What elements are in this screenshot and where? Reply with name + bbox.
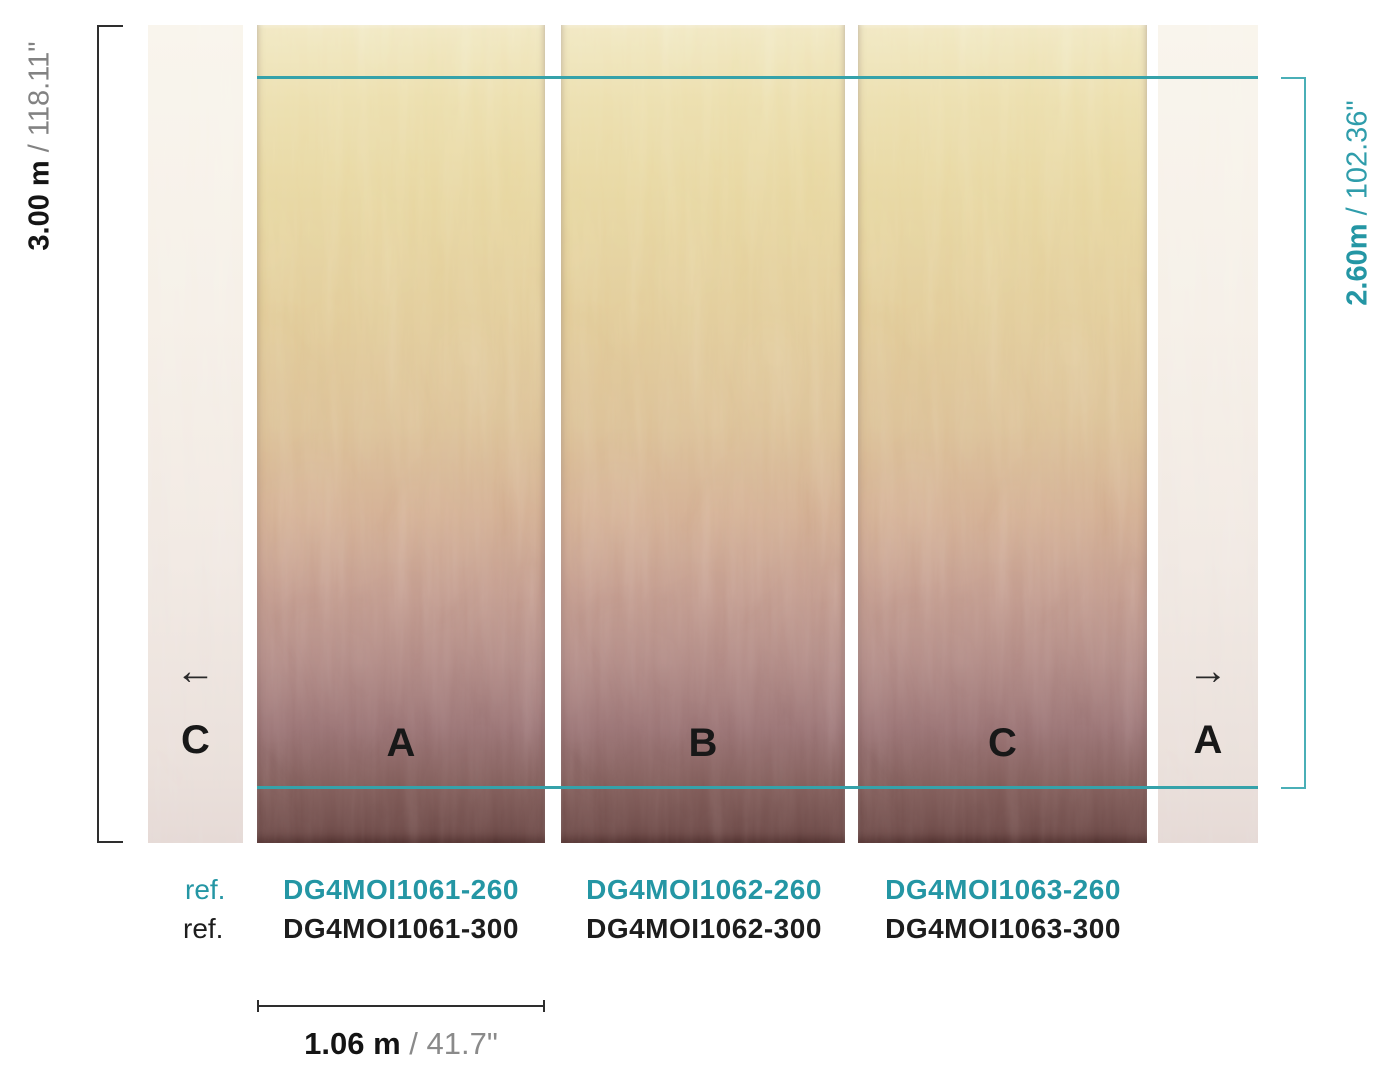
ref-code-1061-260: DG4MOI1061-260 bbox=[283, 874, 519, 905]
full-height-bracket-line bbox=[97, 25, 99, 843]
ref-code-1062-260: DG4MOI1062-260 bbox=[586, 874, 822, 905]
panel-width-imperial: / 41.7" bbox=[400, 1026, 498, 1061]
panel-label-left-partial: C bbox=[181, 718, 210, 762]
ref-prefix-260: ref. bbox=[185, 874, 226, 905]
panel-width-measure-line bbox=[257, 1005, 545, 1007]
full-height-imperial: / 118.11" bbox=[23, 41, 56, 161]
panel-b: B bbox=[561, 25, 845, 843]
left-arrow-icon: ← bbox=[175, 649, 216, 693]
trim-height-bracket-bottom-foot bbox=[1281, 787, 1306, 789]
full-height-dimension-label: 3.00 m / 118.11" bbox=[23, 41, 56, 251]
trim-top-cut-line bbox=[257, 76, 1258, 79]
panel-right-partial: → A bbox=[1158, 25, 1258, 843]
panel-left-partial: ← C bbox=[148, 25, 243, 843]
panel-a: A bbox=[257, 25, 545, 843]
panel-label-b: B bbox=[688, 721, 718, 765]
wood-grain-texture bbox=[1158, 25, 1258, 843]
wood-grain-texture bbox=[148, 25, 243, 843]
trim-bottom-cut-line bbox=[257, 786, 1258, 789]
trim-height-imperial: / 102.36" bbox=[1341, 100, 1374, 224]
ref-code-1062-300: DG4MOI1062-300 bbox=[586, 913, 822, 944]
trim-height-metric: 2.60m bbox=[1341, 223, 1374, 306]
wood-grain-texture bbox=[561, 25, 845, 843]
measure-tick-right bbox=[543, 1000, 545, 1012]
panel-c: C bbox=[858, 25, 1147, 843]
right-arrow-icon: → bbox=[1188, 649, 1228, 693]
full-height-bracket-bottom-foot bbox=[97, 841, 123, 843]
wood-grain-texture bbox=[257, 25, 545, 843]
panel-width-metric: 1.06 m bbox=[304, 1026, 401, 1061]
ref-code-1063-260: DG4MOI1063-260 bbox=[885, 874, 1121, 905]
ref-prefix-300: ref. bbox=[183, 913, 224, 944]
wood-grain-texture bbox=[858, 25, 1147, 843]
panel-label-c: C bbox=[988, 721, 1017, 765]
ref-code-1061-300: DG4MOI1061-300 bbox=[283, 913, 519, 944]
full-height-bracket-top-foot bbox=[97, 25, 123, 27]
trim-height-bracket-line bbox=[1304, 77, 1306, 789]
ref-code-1063-300: DG4MOI1063-300 bbox=[885, 913, 1121, 944]
measure-tick-left bbox=[257, 1000, 259, 1012]
panel-label-a: A bbox=[386, 721, 416, 765]
trim-height-dimension-label: 2.60m / 102.36" bbox=[1341, 100, 1374, 306]
panel-label-right-partial: A bbox=[1193, 718, 1223, 762]
panel-width-dimension-label: 1.06 m / 41.7" bbox=[304, 1028, 498, 1059]
trim-height-bracket-top-foot bbox=[1281, 77, 1306, 79]
full-height-metric: 3.00 m bbox=[23, 160, 56, 251]
